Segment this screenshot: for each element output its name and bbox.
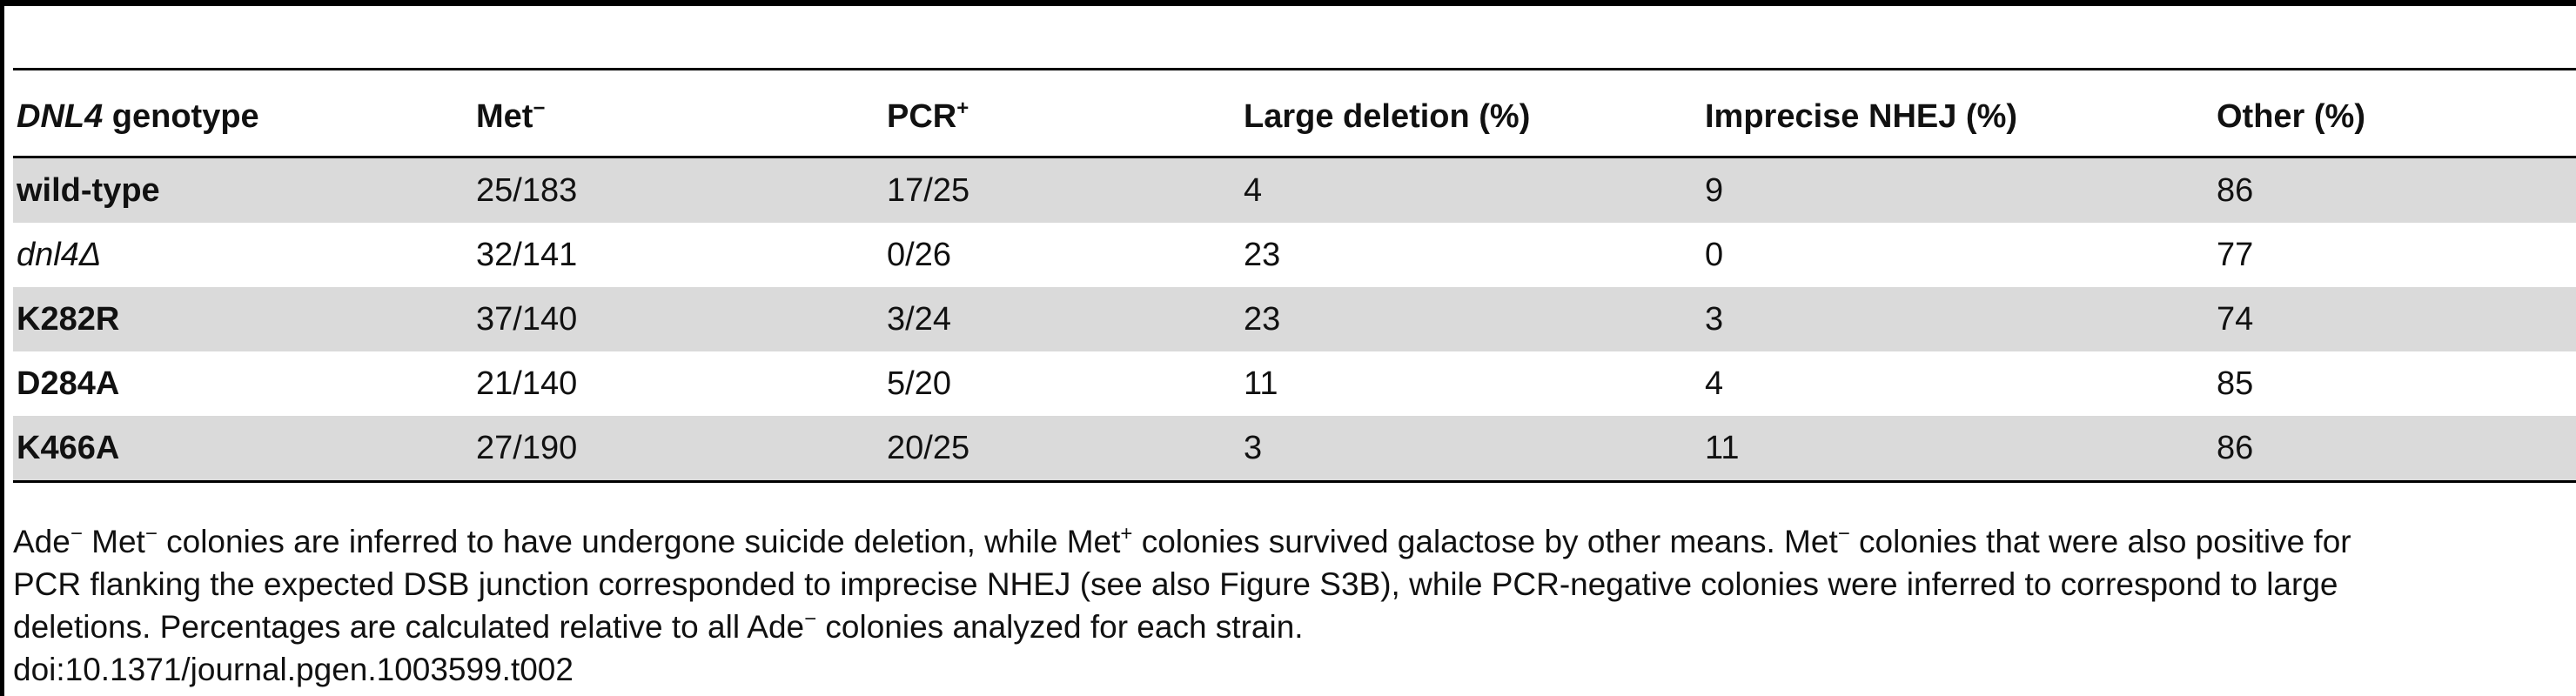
top-border-rule [0, 0, 2576, 6]
table-footnote: Ade− Met− colonies are inferred to have … [13, 520, 2567, 691]
met-minus-cell: 21/140 [476, 365, 578, 402]
header-large-deletion: Large deletion (%) [1244, 98, 1531, 135]
header-imprecise-nhej: Imprecise NHEJ (%) [1705, 98, 2018, 135]
footnote-text: colonies analyzed for each strain. [816, 609, 1304, 645]
pcr-plus-cell: 5/20 [887, 365, 951, 402]
large-deletion-cell: 23 [1244, 237, 1281, 273]
table-bottom-rule [13, 480, 2576, 483]
pcr-plus-cell: 17/25 [887, 172, 970, 209]
footnote-text: colonies survived galactose by other mea… [1132, 524, 1838, 559]
large-deletion-cell: 23 [1244, 301, 1281, 338]
imprecise-nhej-cell: 9 [1705, 172, 1724, 209]
imprecise-nhej-cell: 11 [1705, 430, 1740, 466]
footnote-sup: + [1120, 522, 1133, 545]
genotype-cell: K282R [17, 301, 120, 338]
header-pcr-sup: + [956, 97, 969, 120]
header-met-sup: − [533, 97, 546, 120]
header-pcr-label: PCR [887, 98, 957, 135]
footnote-text: colonies that were also positive for [1849, 524, 2351, 559]
other-cell: 86 [2217, 430, 2254, 466]
table-top-rule [13, 68, 2576, 70]
table-header-row: DNL4 genotype Met− PCR+ Large deletion (… [13, 70, 2576, 156]
footnote-line-2: PCR flanking the expected DSB junction c… [13, 566, 2338, 602]
other-cell: 74 [2217, 301, 2254, 338]
imprecise-nhej-cell: 3 [1705, 301, 1724, 338]
pcr-plus-cell: 3/24 [887, 301, 951, 338]
genotype-cell: D284A [17, 365, 120, 402]
large-deletion-cell: 3 [1244, 430, 1263, 466]
header-other: Other (%) [2217, 98, 2365, 135]
other-cell: 77 [2217, 237, 2254, 273]
header-genotype-gene: DNL4 [17, 98, 104, 135]
footnote-sup: − [804, 607, 817, 631]
footnote-sup: − [1837, 522, 1850, 545]
header-genotype: DNL4 genotype [17, 70, 259, 163]
pcr-plus-cell: 20/25 [887, 430, 970, 466]
other-cell: 85 [2217, 365, 2254, 402]
genotype-cell: wild-type [17, 172, 160, 209]
large-deletion-cell: 11 [1244, 365, 1278, 402]
table-row: wild-type 25/183 17/25 4 9 86 [13, 158, 2576, 223]
footnote-text: colonies are inferred to have undergone … [157, 524, 1121, 559]
table-row: K282R 37/140 3/24 23 3 74 [13, 287, 2576, 351]
met-minus-cell: 37/140 [476, 301, 578, 338]
genotype-cell: K466A [17, 430, 120, 466]
footnote-text: Met [82, 524, 145, 559]
footnote-sup: − [144, 522, 158, 545]
genotype-table: DNL4 genotype Met− PCR+ Large deletion (… [13, 68, 2576, 483]
imprecise-nhej-cell: 4 [1705, 365, 1724, 402]
met-minus-cell: 32/141 [476, 237, 578, 273]
header-pcr-plus: PCR+ [887, 70, 969, 163]
header-met-minus: Met− [476, 70, 545, 163]
other-cell: 86 [2217, 172, 2254, 209]
genotype-cell: dnl4Δ [17, 237, 102, 273]
header-genotype-rest: genotype [103, 98, 259, 135]
footnote-text: deletions. Percentages are calculated re… [13, 609, 805, 645]
table-row: D284A 21/140 5/20 11 4 85 [13, 351, 2576, 416]
left-border-rule [0, 0, 4, 696]
header-met-label: Met [476, 98, 533, 135]
table-row: dnl4Δ 32/141 0/26 23 0 77 [13, 223, 2576, 287]
imprecise-nhej-cell: 0 [1705, 237, 1724, 273]
footnote-sup: − [70, 522, 83, 545]
header-bottom-rule [13, 156, 2576, 158]
met-minus-cell: 27/190 [476, 430, 578, 466]
large-deletion-cell: 4 [1244, 172, 1263, 209]
pcr-plus-cell: 0/26 [887, 237, 951, 273]
table-row: K466A 27/190 20/25 3 11 86 [13, 416, 2576, 480]
footnote-line-3: deletions. Percentages are calculated re… [13, 606, 2567, 648]
met-minus-cell: 25/183 [476, 172, 578, 209]
footnote-line-1: Ade− Met− colonies are inferred to have … [13, 520, 2567, 563]
footnote-text: Ade [13, 524, 70, 559]
doi-line: doi:10.1371/journal.pgen.1003599.t002 [13, 652, 574, 687]
